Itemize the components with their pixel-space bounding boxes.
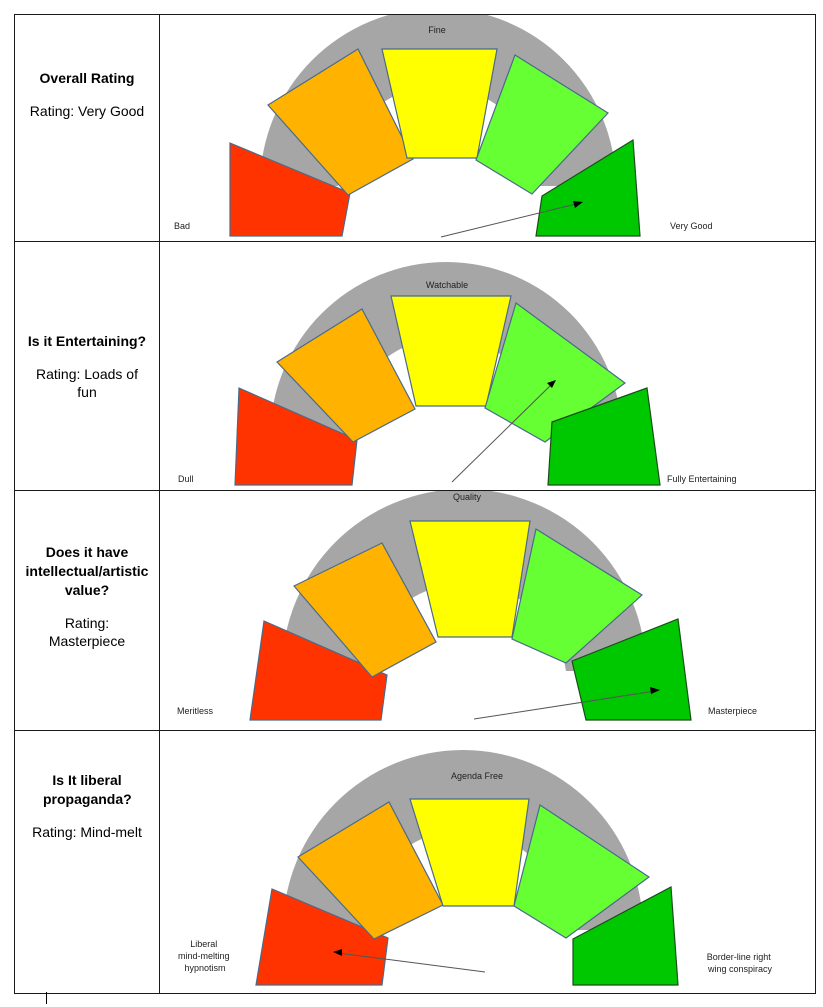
gauge-right-label: Very Good bbox=[670, 221, 713, 231]
gauge-svg: Quality Meritless Masterpiece bbox=[177, 491, 757, 721]
criterion-cell: Is It liberal propaganda? Rating: Mind-m… bbox=[15, 731, 160, 993]
gauge-segment-2 bbox=[276, 308, 416, 443]
gauge-segment-2 bbox=[267, 48, 414, 196]
criterion-rating: Rating: Loads of fun bbox=[36, 366, 138, 400]
gauge-segment-4 bbox=[475, 54, 609, 195]
gauge-top-label: Watchable bbox=[426, 280, 468, 290]
gauge-chart: Watchable Dull Fully Entertaining bbox=[160, 242, 815, 490]
gauge-right-label: Border-line right wing conspiracy bbox=[707, 952, 774, 974]
criterion-title: Is It liberal propaganda? bbox=[43, 772, 132, 807]
gauge-segment-4 bbox=[513, 804, 651, 939]
gauge-segment-1 bbox=[249, 620, 388, 721]
gauge-segment-4 bbox=[484, 302, 627, 443]
gauge-needle bbox=[451, 383, 553, 483]
gauge-chart: Quality Meritless Masterpiece bbox=[160, 491, 815, 730]
gauge-left-label: Meritless bbox=[177, 706, 214, 716]
rating-row-overall: Overall Rating Rating: Very Good Fine Ba… bbox=[15, 15, 815, 242]
gauge-left-label-line: hypnotism bbox=[184, 963, 225, 973]
gauge-segment-5 bbox=[535, 138, 641, 237]
rating-table: Overall Rating Rating: Very Good Fine Ba… bbox=[14, 14, 816, 994]
gauge-left-label: Dull bbox=[178, 474, 194, 484]
gauge-segment-5 bbox=[547, 387, 661, 486]
gauge-svg: Watchable Dull Fully Entertaining bbox=[178, 262, 737, 486]
gauge-right-label: Fully Entertaining bbox=[667, 474, 737, 484]
gauge-chart: Agenda Free Liberal mind-melting hypnoti… bbox=[160, 731, 815, 993]
gauge-right-label: Masterpiece bbox=[708, 706, 757, 716]
criterion-title: Does it have intellectual/artistic value… bbox=[25, 544, 149, 598]
gauge-track bbox=[270, 262, 622, 438]
gauge-segment-5 bbox=[572, 886, 679, 986]
criterion-rating: Rating: Mind-melt bbox=[32, 824, 142, 840]
gauge-top-label: Quality bbox=[453, 492, 482, 502]
gauge-left-label-line: mind-melting bbox=[178, 951, 230, 961]
gauge-left-label-line: Liberal bbox=[190, 939, 217, 949]
criterion-cell: Overall Rating Rating: Very Good bbox=[15, 15, 160, 241]
criterion-title: Is it Entertaining? bbox=[27, 333, 147, 349]
gauge-segment-2 bbox=[293, 542, 437, 678]
gauge-svg: Fine Bad Very Good bbox=[174, 15, 713, 238]
gauge-segment-5 bbox=[571, 618, 692, 721]
criterion-cell: Does it have intellectual/artistic value… bbox=[15, 491, 160, 730]
gauge-needle-arrowhead bbox=[573, 201, 583, 208]
gauge-top-label: Fine bbox=[428, 25, 446, 35]
criterion-cell: Is it Entertaining? Rating: Loads of fun bbox=[15, 242, 160, 490]
gauge-svg: Agenda Free Liberal mind-melting hypnoti… bbox=[178, 750, 774, 986]
gauge-segment-4 bbox=[511, 528, 643, 664]
gauge-needle bbox=[473, 690, 656, 720]
rating-row-propaganda: Is It liberal propaganda? Rating: Mind-m… bbox=[15, 731, 815, 993]
gauge-right-label-line: wing conspiracy bbox=[707, 964, 773, 974]
gauge-segment-1 bbox=[229, 142, 351, 237]
criterion-title: Overall Rating bbox=[39, 70, 135, 86]
gauge-needle bbox=[440, 202, 581, 238]
gauge-needle bbox=[337, 952, 486, 973]
gauge-needle-arrowhead bbox=[333, 949, 342, 956]
gauge-needle-arrowhead bbox=[547, 380, 556, 388]
criterion-rating: Rating: Masterpiece bbox=[48, 615, 126, 649]
gauge-right-label-line: Border-line right bbox=[707, 952, 772, 962]
gauge-segment-3 bbox=[409, 520, 531, 638]
gauge-left-label: Bad bbox=[174, 221, 190, 231]
gauge-needle-arrowhead bbox=[650, 687, 660, 694]
gauge-segment-1 bbox=[255, 888, 389, 986]
rating-row-artistic-value: Does it have intellectual/artistic value… bbox=[15, 491, 815, 731]
text-cursor bbox=[46, 992, 47, 1004]
gauge-left-label: Liberal mind-melting hypnotism bbox=[178, 939, 232, 973]
gauge-chart: Fine Bad Very Good bbox=[160, 15, 815, 241]
criterion-rating: Rating: Very Good bbox=[29, 103, 145, 119]
gauge-segment-1 bbox=[234, 387, 358, 486]
gauge-top-label: Agenda Free bbox=[451, 771, 503, 781]
rating-row-entertaining: Is it Entertaining? Rating: Loads of fun… bbox=[15, 242, 815, 491]
